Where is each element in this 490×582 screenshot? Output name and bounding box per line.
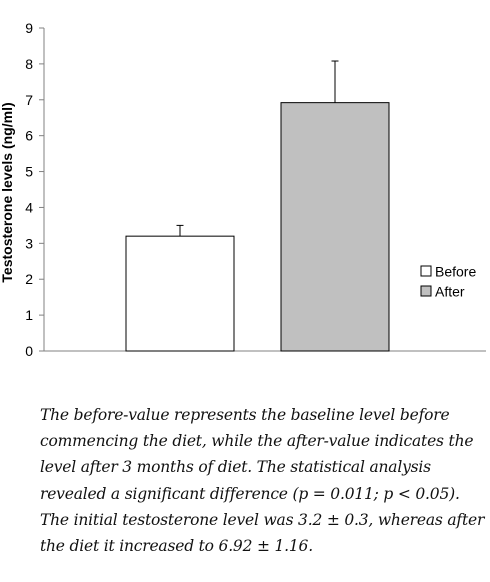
bar-chart: 0 1 2 3 4 5 6 7 8 9 Testosterone levels (ng/ml) B… (0, 20, 486, 359)
bars (125, 102, 390, 352)
y-tick-label: 8 (25, 56, 33, 72)
legend: Before After (420, 264, 476, 300)
y-axis-title: Testosterone levels (ng/ml) (0, 102, 15, 282)
error-bars (176, 60, 339, 237)
legend-swatch-before (420, 265, 432, 277)
figure-caption: The before-value represents the baseline… (40, 406, 485, 556)
y-tick-label: 9 (25, 20, 33, 36)
y-axis: 0 1 2 3 4 5 6 7 8 9 (25, 20, 486, 359)
y-tick-label: 2 (25, 271, 33, 287)
bar-before (125, 235, 235, 352)
y-tick-label: 0 (25, 343, 33, 359)
y-tick-label: 6 (25, 128, 33, 144)
legend-swatch-after (420, 285, 432, 297)
y-tick-label: 3 (25, 235, 33, 251)
y-tick-label: 1 (25, 307, 33, 323)
bar-after (280, 102, 390, 352)
y-tick-label: 7 (25, 92, 33, 108)
legend-label-after: After (435, 284, 465, 300)
y-tick-label: 4 (25, 199, 33, 215)
legend-label-before: Before (435, 264, 476, 280)
y-tick-label: 5 (25, 164, 33, 180)
